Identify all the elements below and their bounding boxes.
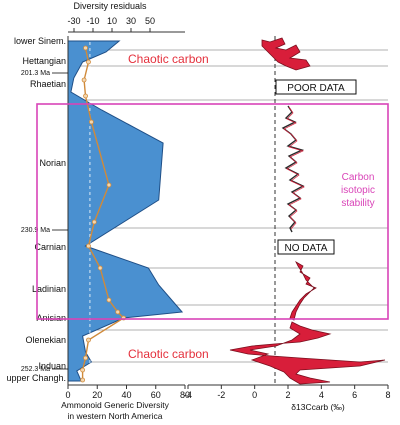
- chaotic-label-top: Chaotic carbon: [128, 52, 209, 66]
- stability-box: [36, 103, 389, 320]
- stability-label-2: isotopic: [341, 185, 375, 196]
- carbon-curve-stable-red: [283, 106, 305, 230]
- carbon-tick-label: 6: [352, 390, 357, 400]
- residual-point: [106, 297, 112, 303]
- chaotic-label-bottom: Chaotic carbon: [128, 347, 209, 361]
- stability-label-3: stability: [341, 198, 374, 209]
- stage-label: upper Changh.: [6, 373, 66, 383]
- stage-label: Olenekian: [25, 335, 66, 345]
- x-tick-label: 80: [180, 390, 190, 400]
- age-label: 201.3 Ma: [21, 70, 50, 77]
- carbon-panel: -4 -2 0 2 4 6 8 δ13Ccarb (‰) POOR DATA NO DATA…: [184, 36, 391, 412]
- residual-point: [115, 309, 121, 315]
- top-tick-label: -30: [67, 16, 80, 26]
- poor-data-label: POOR DATA: [287, 83, 345, 94]
- residual-point: [83, 45, 88, 51]
- top-tick-label: 10: [107, 16, 117, 26]
- top-ticks: -30 -10 10 30 50: [67, 16, 155, 32]
- x-tick-label: 40: [121, 390, 131, 400]
- residual-point: [80, 367, 86, 373]
- x-tick-label: 20: [92, 390, 102, 400]
- stage-label: Norian: [39, 158, 66, 168]
- carbon-x-axis-label: δ13Ccarb (‰): [291, 402, 345, 412]
- carbon-tick-label: -2: [217, 390, 225, 400]
- age-labels: 201.3 Ma 230.9 Ma 252.3 Ma: [21, 70, 68, 373]
- top-tick-label: 30: [126, 16, 136, 26]
- stability-label-1: Carbon: [342, 172, 375, 183]
- stage-label: Induan: [38, 361, 66, 371]
- poor-data-box: [275, 79, 357, 95]
- residual-point: [86, 243, 91, 249]
- age-label: 252.3 Ma: [21, 366, 50, 373]
- residual-point: [83, 93, 88, 99]
- carbon-tick-label: 4: [319, 390, 324, 400]
- no-data-box: [277, 239, 335, 255]
- stage-label: Rhaetian: [30, 79, 66, 89]
- no-data-label: NO DATA: [285, 243, 328, 254]
- stage-labels: lower Sinem. Hettangian Rhaetian Norian Carn…: [6, 36, 66, 383]
- carbon-curve-stable: [281, 105, 305, 233]
- x-axis-label-2: in western North America: [68, 411, 163, 421]
- top-tick-label: -10: [86, 16, 99, 26]
- carbon-curve-upper: [261, 37, 311, 71]
- top-axis-label: Diversity residuals: [73, 1, 147, 11]
- top-tick-label: 50: [145, 16, 155, 26]
- residual-line: [81, 47, 125, 380]
- x-ticks: 0 20 40 60 80: [65, 385, 190, 400]
- stage-label: lower Sinem.: [14, 36, 66, 46]
- x-tick-label: 60: [151, 390, 161, 400]
- residual-point: [106, 182, 112, 188]
- residual-point: [97, 265, 103, 271]
- residual-point: [81, 77, 87, 83]
- carbon-curve-lower: [229, 321, 386, 385]
- carbon-tick-label: 0: [252, 390, 257, 400]
- residual-point: [80, 377, 86, 383]
- carbon-tick-label: 8: [385, 390, 390, 400]
- carbon-curve-middle: [289, 260, 317, 321]
- x-axis-label: Ammonoid Generic Diversity: [61, 400, 169, 410]
- age-label: 230.9 Ma: [21, 227, 50, 234]
- carbon-tick-label: 2: [285, 390, 290, 400]
- stage-label: Anisian: [36, 313, 66, 323]
- residual-point: [91, 219, 97, 225]
- stage-label: Ladinian: [32, 284, 66, 294]
- residual-point: [86, 59, 91, 65]
- x-tick-label: 0: [65, 390, 70, 400]
- residual-points: [80, 45, 126, 383]
- residual-point: [83, 355, 88, 361]
- carbon-tick-label: -4: [184, 390, 192, 400]
- diversity-panel: 0 20 40 60 80 -30 -10 10 30 50 Diversity residua…: [61, 1, 190, 421]
- residual-point: [89, 119, 94, 125]
- residual-point: [86, 337, 91, 343]
- carbon-ticks: -4 -2 0 2 4 6 8: [184, 385, 391, 400]
- stage-label: Hettangian: [22, 56, 66, 66]
- stage-label: Carnian: [34, 242, 66, 252]
